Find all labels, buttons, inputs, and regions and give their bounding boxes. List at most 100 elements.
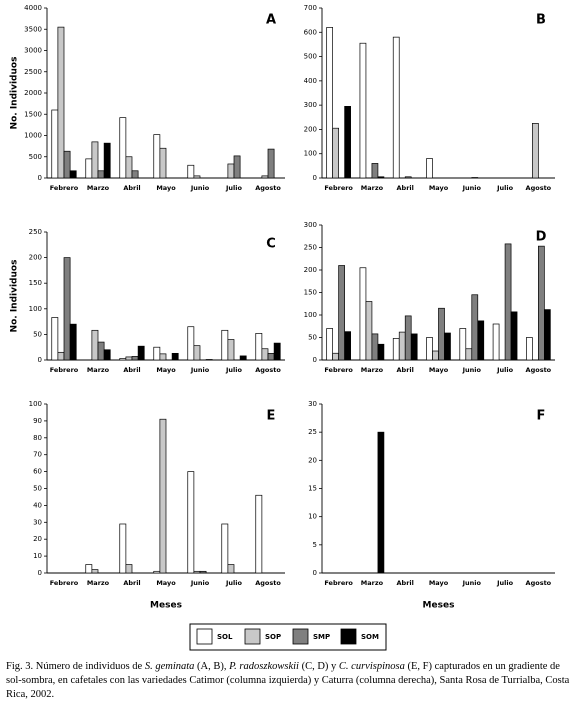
panel-letter: E bbox=[267, 409, 276, 424]
bar bbox=[137, 345, 145, 361]
caption: Fig. 3. Número de individuos de S. gemin… bbox=[6, 660, 576, 702]
x-tick-label: Mayo bbox=[429, 579, 449, 587]
bar bbox=[221, 523, 229, 574]
x-tick-label: Mayo bbox=[156, 184, 176, 192]
bar bbox=[332, 352, 339, 361]
bar bbox=[69, 170, 77, 179]
bar bbox=[159, 147, 167, 179]
y-tick-label: 0 bbox=[313, 174, 317, 182]
x-tick-label: Junio bbox=[190, 579, 210, 587]
x-tick-label: Mayo bbox=[429, 366, 449, 374]
bar bbox=[377, 343, 385, 361]
x-tick-label: Abril bbox=[123, 579, 140, 587]
x-tick-label: Febrero bbox=[324, 579, 353, 587]
y-tick-label: 0 bbox=[38, 174, 42, 182]
x-tick-label: Agosto bbox=[526, 366, 552, 374]
bar bbox=[404, 315, 412, 361]
bar bbox=[392, 36, 400, 179]
y-tick-label: 3000 bbox=[24, 47, 42, 55]
bar bbox=[97, 170, 105, 179]
legend-label: SOP bbox=[265, 633, 281, 641]
y-tick-label: 30 bbox=[33, 518, 42, 526]
y-tick-label: 1000 bbox=[24, 132, 42, 140]
y-tick-label: 500 bbox=[304, 53, 317, 61]
bar bbox=[239, 355, 247, 361]
x-tick-label: Agosto bbox=[255, 366, 281, 374]
x-axis-title: Meses bbox=[423, 601, 455, 611]
caption-species: S. geminata bbox=[144, 661, 195, 672]
bar bbox=[69, 323, 77, 361]
x-tick-label: Febrero bbox=[324, 366, 353, 374]
y-tick-label: 2000 bbox=[24, 89, 42, 97]
x-tick-label: Junio bbox=[462, 184, 482, 192]
bar bbox=[51, 109, 59, 179]
bar bbox=[153, 134, 161, 179]
caption-text: (E, F) capturados en un gradiente de sol… bbox=[6, 661, 570, 700]
y-tick-label: 0 bbox=[313, 356, 317, 364]
bar bbox=[131, 170, 139, 179]
y-tick-label: 5 bbox=[313, 541, 317, 549]
bar bbox=[193, 175, 201, 179]
x-tick-label: Julio bbox=[225, 579, 243, 587]
y-tick-label: 80 bbox=[33, 434, 42, 442]
x-tick-label: Marzo bbox=[361, 366, 384, 374]
y-tick-label: 100 bbox=[304, 311, 317, 319]
bar bbox=[261, 348, 269, 361]
bar bbox=[538, 245, 545, 361]
bar bbox=[398, 331, 406, 361]
y-axis-title: No. Individuos bbox=[10, 260, 20, 333]
bar bbox=[326, 328, 334, 361]
bar bbox=[233, 155, 241, 179]
y-tick-label: 0 bbox=[38, 569, 42, 577]
bar bbox=[51, 317, 59, 361]
x-tick-label: Abril bbox=[397, 366, 414, 374]
bar bbox=[187, 471, 195, 574]
bar bbox=[510, 311, 518, 361]
x-tick-label: Junio bbox=[462, 579, 482, 587]
bar bbox=[444, 332, 451, 361]
bar bbox=[332, 127, 339, 179]
x-tick-label: Abril bbox=[397, 579, 414, 587]
y-tick-label: 40 bbox=[33, 501, 42, 509]
y-tick-label: 200 bbox=[304, 266, 317, 274]
bar bbox=[504, 243, 512, 361]
bar bbox=[392, 338, 400, 361]
caption-species: P. radoszkowskii bbox=[229, 661, 299, 672]
x-tick-label: Julio bbox=[225, 366, 243, 374]
y-tick-label: 700 bbox=[304, 4, 317, 12]
x-tick-label: Agosto bbox=[526, 184, 552, 192]
bar bbox=[63, 257, 71, 361]
y-tick-label: 0 bbox=[313, 569, 317, 577]
bar bbox=[543, 309, 551, 361]
x-tick-label: Abril bbox=[123, 366, 140, 374]
bar bbox=[255, 494, 263, 574]
legend-swatch bbox=[244, 628, 261, 645]
legend-label: SOL bbox=[217, 633, 233, 641]
bar bbox=[267, 148, 275, 179]
bar bbox=[187, 326, 195, 361]
bar bbox=[371, 333, 379, 361]
bar bbox=[359, 267, 367, 361]
y-tick-label: 20 bbox=[33, 535, 42, 543]
x-tick-label: Julio bbox=[496, 579, 514, 587]
bar bbox=[492, 323, 500, 361]
bar bbox=[426, 158, 433, 179]
y-tick-label: 100 bbox=[304, 150, 317, 158]
y-tick-label: 10 bbox=[33, 552, 42, 560]
y-tick-label: 200 bbox=[304, 125, 317, 133]
x-tick-label: Abril bbox=[123, 184, 140, 192]
y-tick-label: 600 bbox=[304, 28, 317, 36]
bar bbox=[91, 329, 99, 361]
bar bbox=[125, 356, 133, 361]
x-tick-label: Agosto bbox=[255, 184, 281, 192]
bar bbox=[377, 176, 385, 179]
y-tick-label: 4000 bbox=[24, 4, 42, 12]
bar bbox=[432, 350, 439, 361]
x-tick-label: Marzo bbox=[87, 366, 110, 374]
bar bbox=[193, 345, 201, 361]
bar bbox=[119, 358, 127, 361]
bar bbox=[404, 176, 412, 179]
y-tick-label: 50 bbox=[33, 330, 42, 338]
